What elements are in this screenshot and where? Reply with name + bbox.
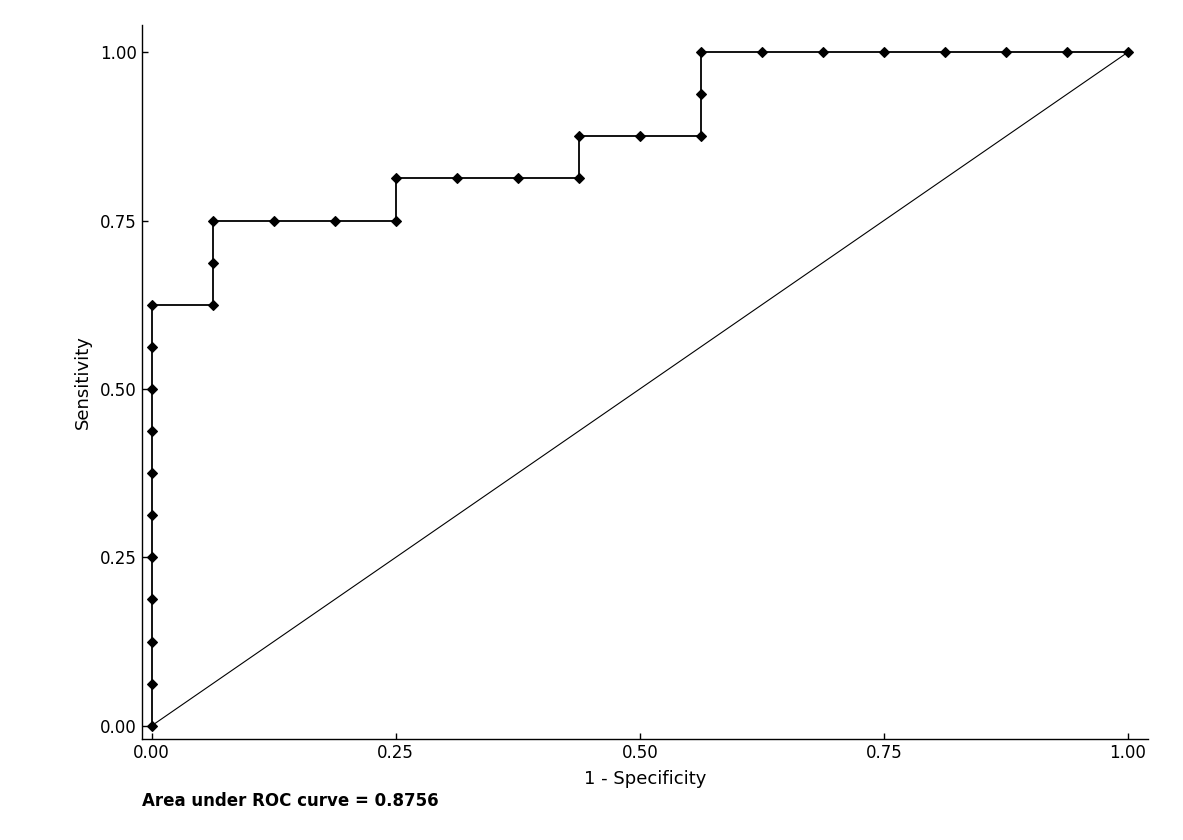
Text: Area under ROC curve = 0.8756: Area under ROC curve = 0.8756 (142, 792, 439, 811)
Y-axis label: Sensitivity: Sensitivity (73, 335, 92, 429)
X-axis label: 1 - Specificity: 1 - Specificity (583, 770, 706, 789)
